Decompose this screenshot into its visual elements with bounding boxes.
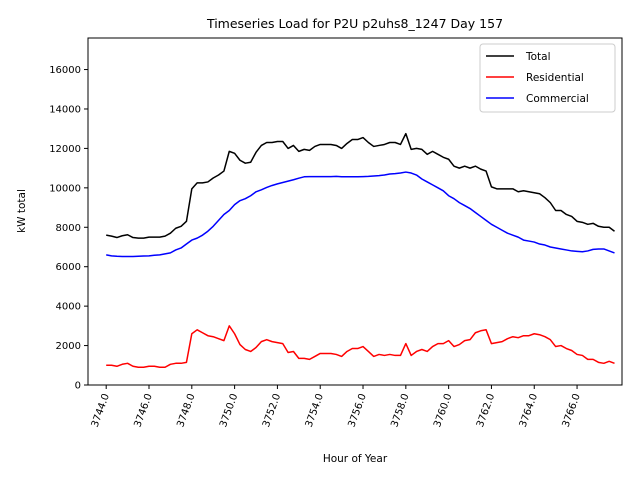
y-tick-label: 6000 — [56, 262, 81, 273]
y-tick-label: 8000 — [56, 223, 81, 234]
y-tick-label: 16000 — [49, 65, 81, 76]
x-axis-label: Hour of Year — [323, 453, 388, 465]
legend-label-residential: Residential — [526, 72, 584, 84]
legend-label-commercial: Commercial — [526, 93, 589, 105]
y-tick-label: 14000 — [49, 104, 81, 115]
series-line-total — [106, 132, 615, 239]
legend: Total Residential Commercial — [479, 43, 616, 113]
series-layer — [106, 132, 615, 369]
y-tick-label: 10000 — [49, 183, 81, 194]
legend-box — [479, 43, 616, 113]
series-line-residential — [106, 325, 615, 369]
y-tick-label: 12000 — [49, 144, 81, 155]
plot-frame — [87, 37, 623, 386]
y-tick-label: 4000 — [56, 302, 81, 313]
y-axis-label: kW total — [16, 189, 28, 233]
legend-label-total: Total — [525, 51, 551, 63]
y-tick-label: 0 — [75, 381, 81, 392]
y-tick-label: 2000 — [56, 341, 81, 352]
series-line-commercial — [106, 171, 615, 258]
chart-title: Timeseries Load for P2U p2uhs8_1247 Day … — [206, 16, 503, 31]
